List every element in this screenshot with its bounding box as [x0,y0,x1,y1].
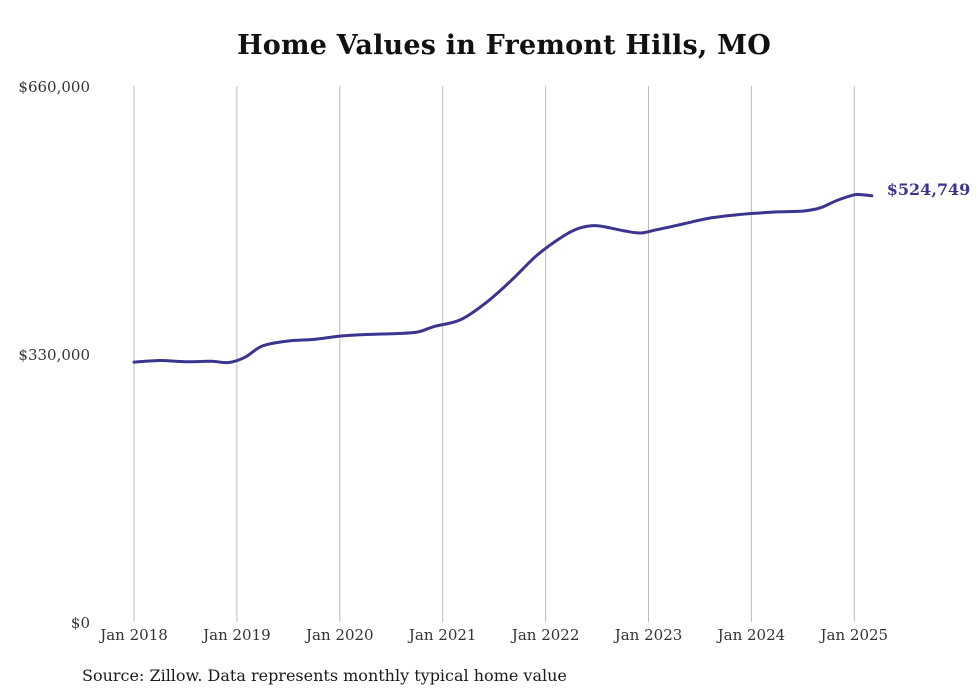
data-point [244,356,247,359]
data-point [227,361,230,364]
x-tick-label: Jan 2021 [407,626,477,644]
y-axis-tick-labels: $0 $330,000 $660,000 [18,78,90,632]
data-point [210,360,213,363]
data-point [578,227,581,230]
data-point [861,193,864,196]
data-point [801,210,804,213]
data-point [776,210,779,213]
data-point [536,253,539,256]
chart-title: Home Values in Fremont Hills, MO [237,30,771,61]
data-point [819,206,822,209]
data-point [621,229,624,232]
data-point [184,360,187,363]
series-end-value-label: $524,749 [887,180,971,199]
data-point [287,340,290,343]
x-tick-label: Jan 2024 [716,626,786,644]
x-tick-label: Jan 2025 [819,626,889,644]
data-point [750,212,753,215]
grid-lines [133,86,855,622]
data-point [390,332,393,335]
y-tick-label: $660,000 [18,78,90,96]
source-note: Source: Zillow. Data represents monthly … [82,666,567,685]
data-point [681,223,684,226]
data-point [639,231,642,234]
series-layer [132,192,874,365]
data-point [459,318,462,321]
data-point [707,217,710,220]
home-value-series-line [132,192,874,365]
x-tick-label: Jan 2020 [304,626,374,644]
x-tick-label: Jan 2019 [201,626,271,644]
data-point [870,194,873,197]
data-point [133,361,136,364]
x-tick-label: Jan 2022 [510,626,580,644]
data-point [510,279,513,282]
data-point [562,235,565,238]
data-point [433,325,436,328]
data-point [261,344,264,347]
data-point [596,224,599,227]
data-point [158,359,161,362]
data-point [835,199,838,202]
data-point [364,333,367,336]
data-point [484,301,487,304]
y-tick-label: $330,000 [18,346,90,364]
x-tick-label: Jan 2023 [613,626,683,644]
data-point [732,214,735,217]
x-axis-tick-labels: Jan 2018 Jan 2019 Jan 2020 Jan 2021 Jan 2022… [98,626,888,644]
data-point [313,338,316,341]
data-point [338,335,341,338]
end-label-layer: $524,749 [887,180,971,199]
y-tick-label: $0 [71,614,90,632]
data-point [655,228,658,231]
data-point [415,331,418,334]
data-point [853,193,856,196]
x-tick-label: Jan 2018 [98,626,168,644]
